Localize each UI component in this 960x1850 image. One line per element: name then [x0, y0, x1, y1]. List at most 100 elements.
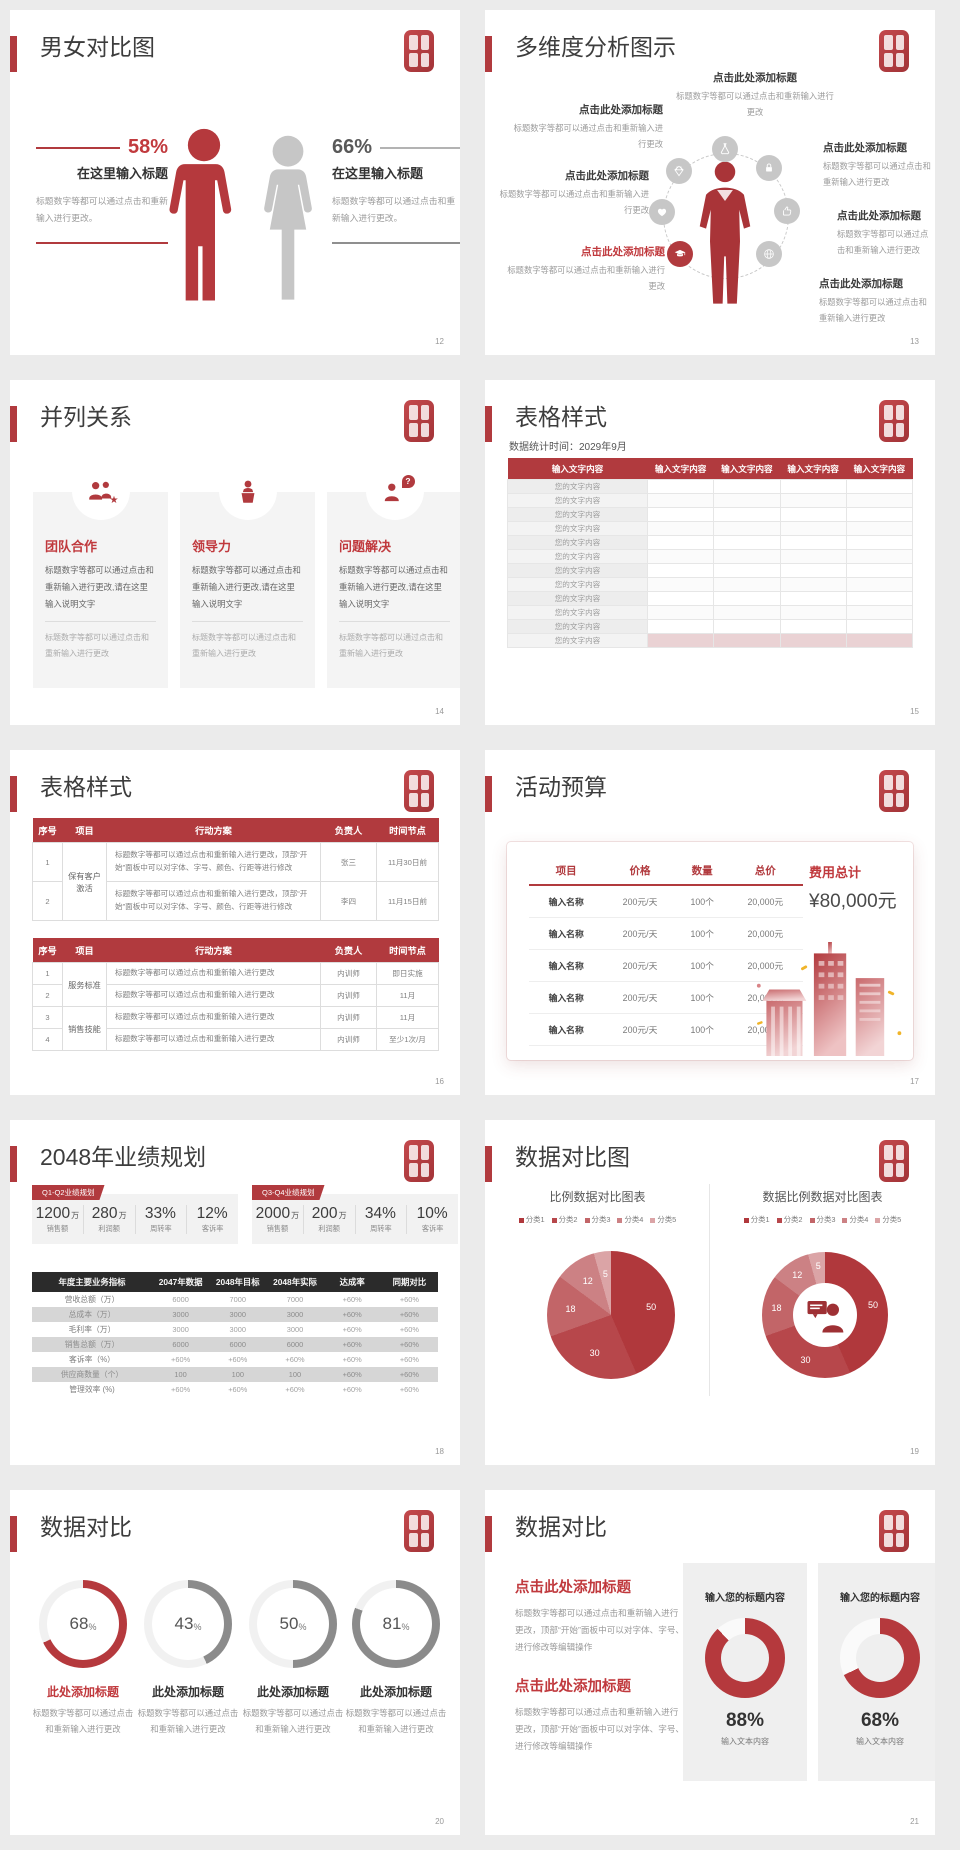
page-title: 数据对比: [515, 1514, 607, 1540]
table-cell: 100个: [676, 885, 728, 918]
page-title: 表格样式: [40, 774, 132, 800]
divider: [709, 1184, 710, 1396]
table-cell: 输入名称: [529, 949, 604, 982]
legend-item: 分类3: [809, 1214, 835, 1225]
slide-13[interactable]: 多维度分析图示 点击此处添加标题 标题数字等都可以通过点击和重新输入进行更: [485, 10, 935, 355]
title-accent-bar: [10, 36, 17, 72]
feature-card: ? 问题解决 标题数字等都可以通过点击和重新输入进行更改,请在这里输入说明文字 …: [327, 462, 460, 688]
kpi-panel-q1q2: Q1-Q2业绩规划 1200万 销售额 280万 利润额 33% 周转率 12% 客诉率: [32, 1185, 238, 1244]
callout-block-highlight: 点击此处添加标题 标题数字等都可以通过点击和重新输入进行更改: [507, 246, 665, 292]
donut-chart: [840, 1618, 920, 1698]
slice-value-label: 50: [867, 1300, 878, 1311]
table-cell: 您的文字内容: [507, 535, 648, 550]
page-number: 15: [910, 707, 919, 716]
female-heading: 在这里输入标题: [332, 166, 424, 181]
page-number: 18: [435, 1447, 444, 1456]
table-cell: [845, 521, 914, 536]
stat-item: 200万 利润额: [302, 1204, 355, 1234]
table-cell: 200元/天: [603, 981, 677, 1014]
slide-12[interactable]: 男女对比图 58% 在这里输入标题 标题数字等都可以通过点击和重新输入进行更改。…: [10, 10, 460, 355]
column-header: 输入文字内容: [713, 458, 780, 480]
card-heading: 问题解决: [339, 539, 392, 554]
legend-item: 分类5: [875, 1214, 901, 1225]
pie-chart: 50 30 18 12 5: [547, 1251, 675, 1379]
divider: [36, 242, 168, 245]
card-body: 标题数字等都可以通过点击和重新输入进行更改,请在这里输入说明文字: [45, 565, 154, 609]
ring-chart: 50%: [249, 1580, 337, 1668]
callout-block: 点击此处添加标题 标题数字等都可以通过点击和重新输入进行更改: [823, 142, 931, 188]
table-cell: [713, 605, 781, 620]
card-footer: 标题数字等都可以通过点击和重新输入进行更改: [192, 621, 303, 660]
title-accent-bar: [485, 406, 492, 442]
table-cell: 输入名称: [529, 885, 604, 918]
table-cell: 100个: [676, 1013, 728, 1046]
seal-stamp-icon: [404, 400, 434, 442]
table-cell: [845, 549, 914, 564]
legend-swatch: [875, 1217, 881, 1223]
table-cell: [713, 507, 781, 522]
table-cell: 输入名称: [529, 1013, 604, 1046]
table-cell: [779, 549, 847, 564]
table-cell: +60%: [342, 1325, 362, 1334]
table-cell: 输入名称: [529, 917, 604, 950]
card-footer: 标题数字等都可以通过点击和重新输入进行更改: [339, 621, 450, 660]
column-header: 输入文字内容: [780, 458, 847, 480]
table-row: 您的文字内容: [507, 521, 914, 536]
page-number: 16: [435, 1077, 444, 1086]
stat-item: 280万 利润额: [82, 1204, 135, 1234]
ring-chart: 81%: [352, 1580, 440, 1668]
seal-stamp-icon: [879, 400, 909, 442]
table-row: 您的文字内容: [507, 563, 914, 578]
table-cell: [779, 577, 847, 592]
kpi-panel-q3q4: Q3-Q4业绩规划 2000万 销售额 200万 利润额 34% 周转率 10% 客诉率: [252, 1185, 458, 1244]
table-cell: 200元/天: [603, 885, 677, 918]
slide-17[interactable]: 活动预算 项目 价格 数量 总价 输入名称 200元/天 100个 20,000元 输入…: [485, 750, 935, 1095]
female-percent: 66%: [332, 136, 373, 158]
slide-19[interactable]: 数据对比图 比例数据对比图表 数据比例数据对比图表 分类1 分类2 分类3 分类4 分类…: [485, 1120, 935, 1465]
diamond-icon: [666, 158, 692, 184]
table-cell: [779, 633, 847, 648]
percent-caption: 输入文本内容: [721, 1737, 769, 1746]
table-cell: 输入名称: [529, 981, 604, 1014]
feature-card: ★ 团队合作 标题数字等都可以通过点击和重新输入进行更改,请在这里输入说明文字 …: [33, 462, 168, 688]
legend-swatch: [617, 1217, 623, 1223]
kpi-heading: 此处添加标题: [359, 1685, 432, 1699]
table-cell: 营收总额（万）: [64, 1295, 120, 1304]
percent-caption: 输入文本内容: [856, 1737, 904, 1746]
flask-icon: [712, 136, 738, 162]
table-cell: 您的文字内容: [507, 507, 648, 522]
slide-16[interactable]: 表格样式 序号 项目 行动方案 负责人 时间节点 1 保有客户激活 标题数字等都可以通过…: [10, 750, 460, 1095]
slice-value-label: 30: [589, 1347, 600, 1358]
slice-value-label: 50: [646, 1301, 657, 1312]
card-heading: 输入您的标题内容: [840, 1593, 920, 1604]
slide-21[interactable]: 数据对比 点击此处添加标题 标题数字等都可以通过点击和重新输入进行更改，顶部“开…: [485, 1490, 935, 1835]
divider: [380, 146, 460, 149]
table-cell: [713, 493, 781, 508]
table-cell: [646, 479, 715, 494]
legend-swatch: [743, 1217, 749, 1223]
male-body: 标题数字等都可以通过点击和重新输入进行更改。: [36, 196, 168, 223]
slide-18[interactable]: 2048年业绩规划 Q1-Q2业绩规划 1200万 销售额 280万 利润额 33%…: [10, 1120, 460, 1465]
slide-20[interactable]: 数据对比 68% 此处添加标题 标题数字等都可以通过点击和重新输入进行更改 43…: [10, 1490, 460, 1835]
slide-15[interactable]: 表格样式 数据统计时间：2029年9月 输入文字内容 输入文字内容 输入文字内容…: [485, 380, 935, 725]
table-row: 您的文字内容: [507, 549, 914, 564]
table-cell: [646, 591, 715, 606]
graduation-cap-icon: [667, 241, 693, 267]
total-value: ¥80,000元: [809, 891, 897, 912]
table-cell: 3000: [266, 1307, 324, 1322]
seal-stamp-icon: [879, 770, 909, 812]
annual-kpi-table: 年度主要业务指标 2047年数据 2048年目标 2048年实际 达成率 同期对比 营收总…: [32, 1272, 438, 1397]
page-title: 表格样式: [515, 404, 607, 430]
table-cell: +60%: [380, 1367, 438, 1382]
legend-swatch: [518, 1217, 524, 1223]
table-row: 2 标题数字等都可以通过点击和重新输入进行更改，顶部“开始”面板中可以对字体、字…: [32, 881, 439, 921]
stat-item: 1200万 销售额: [35, 1204, 80, 1233]
table-cell: [845, 619, 914, 634]
table-row: 您的文字内容: [507, 591, 914, 606]
chart-title-right: 数据比例数据对比图表: [762, 1190, 883, 1204]
slide-14[interactable]: 并列关系 ★ 团队合作 标题数字等都可以通过点击和重新输入进行更改,请在这里输入…: [10, 380, 460, 725]
table-cell: 20,000元: [727, 917, 803, 950]
table-cell: +60%: [399, 1385, 419, 1394]
